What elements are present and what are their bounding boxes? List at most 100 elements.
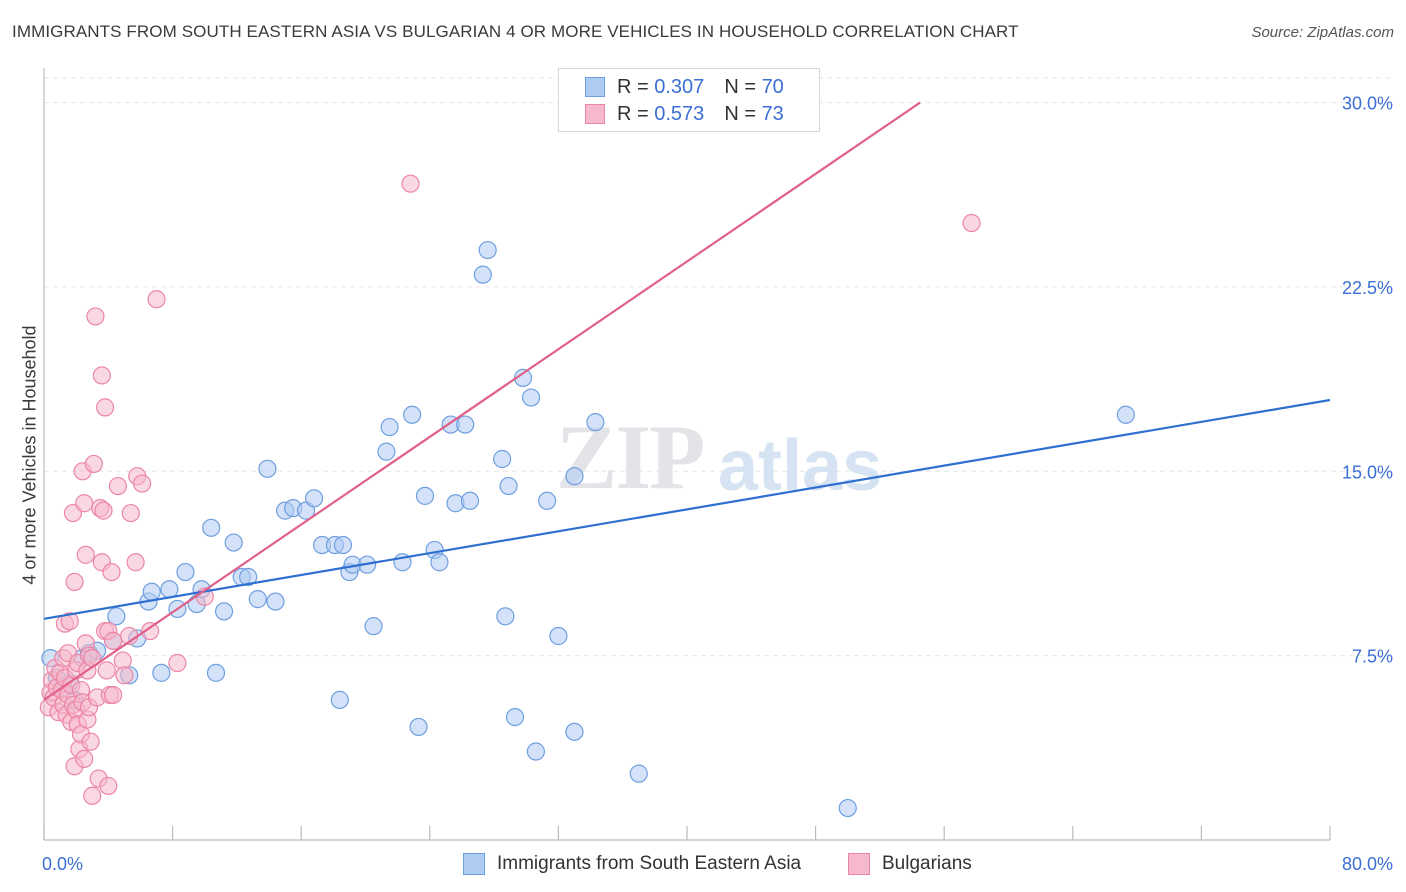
- y-tick-label: 7.5%: [1352, 647, 1393, 667]
- point-blue: [493, 449, 512, 469]
- legend-n-label: N =: [724, 75, 756, 98]
- bottom-legend-swatch-pink: [848, 853, 870, 875]
- chart-source: Source: ZipAtlas.com: [1251, 24, 1394, 41]
- point-blue: [415, 486, 435, 505]
- watermark-atlas: atlas: [718, 426, 882, 506]
- chart-title: IMMIGRANTS FROM SOUTH EASTERN ASIA VS BU…: [12, 22, 1019, 41]
- point-blue: [258, 459, 277, 478]
- bottom-legend-label-pink: Bulgarians: [882, 853, 972, 874]
- point-blue: [838, 798, 857, 818]
- point-blue: [586, 413, 605, 432]
- point-pink: [97, 661, 116, 680]
- legend-r-value-blue: 0.307: [654, 75, 705, 98]
- point-pink: [94, 501, 113, 520]
- point-pink: [95, 398, 115, 417]
- point-blue: [1116, 405, 1135, 424]
- point-blue: [521, 388, 541, 407]
- point-pink: [168, 653, 187, 673]
- point-pink: [115, 666, 134, 685]
- legend-n-label: N =: [724, 102, 756, 125]
- point-blue: [333, 535, 353, 555]
- point-pink: [140, 621, 160, 641]
- point-pink: [60, 612, 79, 631]
- point-blue: [478, 240, 497, 260]
- y-tick-label: 30.0%: [1342, 94, 1393, 114]
- tick-labels: 7.5% 15.0% 22.5% 30.0% 0.0% 80.0%: [42, 94, 1393, 874]
- point-pink: [81, 732, 100, 751]
- x-tick-label-max: 80.0%: [1342, 854, 1393, 874]
- point-blue: [214, 602, 234, 621]
- point-blue: [565, 467, 584, 486]
- point-blue: [202, 518, 221, 537]
- point-blue: [538, 491, 557, 510]
- legend-row-pink: R = 0.573 N = 73: [585, 102, 784, 126]
- point-pink: [99, 776, 118, 796]
- point-blue: [526, 742, 545, 761]
- point-pink: [76, 545, 95, 564]
- bottom-legend-swatch-blue: [463, 853, 485, 875]
- watermark: ZIP atlas: [556, 406, 882, 508]
- point-blue: [266, 592, 285, 611]
- point-blue: [142, 582, 161, 601]
- trend-line-blue: [43, 398, 1331, 620]
- point-pink: [75, 494, 94, 513]
- point-blue: [549, 626, 568, 646]
- x-tick-label-min: 0.0%: [42, 854, 83, 874]
- point-blue: [152, 663, 171, 682]
- point-blue: [505, 707, 525, 727]
- point-pink: [102, 562, 121, 582]
- y-tick-label: 22.5%: [1342, 278, 1393, 298]
- point-blue: [499, 476, 518, 496]
- point-blue: [629, 764, 648, 783]
- point-pink: [104, 685, 123, 705]
- point-blue: [473, 265, 492, 284]
- watermark-zip: ZIP: [556, 406, 703, 508]
- point-blue: [403, 405, 422, 424]
- point-blue: [460, 491, 480, 510]
- point-pink: [121, 503, 140, 523]
- legend-r-label: R =: [617, 102, 649, 125]
- point-blue: [377, 442, 396, 461]
- point-pink: [108, 476, 128, 496]
- bottom-legend-blue: Immigrants from South Eastern Asia: [463, 850, 801, 878]
- trend-line-pink: [43, 101, 921, 701]
- point-blue: [380, 417, 399, 437]
- point-blue: [176, 562, 195, 582]
- point-pink: [962, 213, 981, 233]
- y-tick-label: 15.0%: [1342, 462, 1393, 482]
- legend-r-label: R =: [617, 75, 649, 98]
- point-blue: [304, 489, 324, 508]
- legend-swatch-blue: [585, 77, 605, 97]
- legend-n-value-pink: 73: [761, 102, 784, 125]
- y-axis-label: 4 or more Vehicles in Household: [19, 325, 40, 585]
- bottom-legend-label-blue: Immigrants from South Eastern Asia: [497, 853, 802, 874]
- point-pink: [84, 454, 103, 474]
- point-blue: [456, 415, 475, 434]
- bottom-legend-pink: Bulgarians: [848, 850, 972, 878]
- legend-swatch-pink: [585, 104, 605, 124]
- legend-row-blue: R = 0.307 N = 70: [585, 75, 784, 99]
- point-blue: [409, 717, 428, 737]
- point-blue: [107, 607, 126, 626]
- point-pink: [104, 631, 123, 650]
- point-blue: [364, 617, 383, 636]
- point-pink: [132, 474, 152, 493]
- trend-lines: [43, 101, 1331, 701]
- point-blue: [160, 580, 179, 599]
- point-pink: [92, 366, 111, 385]
- legend-n-value-blue: 70: [761, 75, 784, 98]
- point-blue: [248, 590, 267, 609]
- point-pink: [65, 572, 84, 592]
- point-pink: [126, 553, 145, 572]
- correlation-legend: R = 0.307 N = 70 R = 0.573 N = 73: [558, 68, 820, 132]
- point-blue: [224, 533, 243, 552]
- point-blue: [430, 553, 449, 572]
- point-blue: [330, 690, 349, 709]
- point-pink: [75, 749, 94, 768]
- point-blue: [239, 567, 258, 587]
- legend-r-value-pink: 0.573: [654, 102, 705, 125]
- point-blue: [206, 663, 226, 682]
- point-pink: [401, 174, 420, 193]
- point-blue: [565, 722, 584, 741]
